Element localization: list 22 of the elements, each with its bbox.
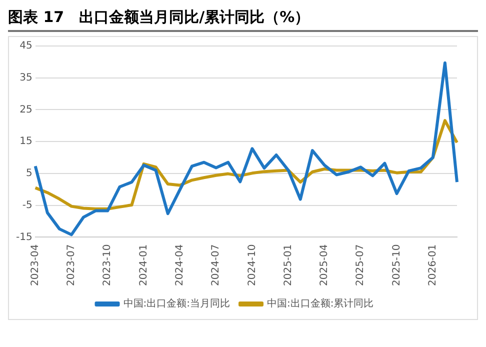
y-tick-label: 35 xyxy=(20,72,32,84)
x-tick-label: 2025-10 xyxy=(391,244,402,286)
x-tick-label: 2023-04 xyxy=(30,244,41,286)
x-tick-label: 2023-07 xyxy=(66,244,78,286)
x-tick-label: 2024-10 xyxy=(246,244,258,286)
x-tick-label: 2025-04 xyxy=(319,244,330,286)
x-tick-label: 2024-04 xyxy=(174,244,186,286)
y-tick-label: -15 xyxy=(16,232,32,243)
y-tick-label: -5 xyxy=(22,200,32,211)
x-tick-label: 2025-07 xyxy=(355,244,366,286)
legend-label: 中国:出口金额:当月同比 xyxy=(123,298,230,310)
y-tick-label: 25 xyxy=(20,104,32,116)
legend-label: 中国:出口金额:累计同比 xyxy=(267,298,374,310)
x-tick-label: 2025-01 xyxy=(282,244,294,286)
y-tick-label: 45 xyxy=(20,40,32,52)
x-tick-label: 2026-01 xyxy=(428,244,438,286)
x-tick-label: 2023-10 xyxy=(102,244,114,286)
chart-title: 图表 17 出口金额当月同比/累计同比（%） xyxy=(8,8,478,32)
y-tick-label: 5 xyxy=(26,168,32,180)
y-tick-label: 15 xyxy=(20,136,32,148)
x-tick-label: 2024-01 xyxy=(138,244,150,286)
x-tick-label: 2024-07 xyxy=(210,244,222,286)
